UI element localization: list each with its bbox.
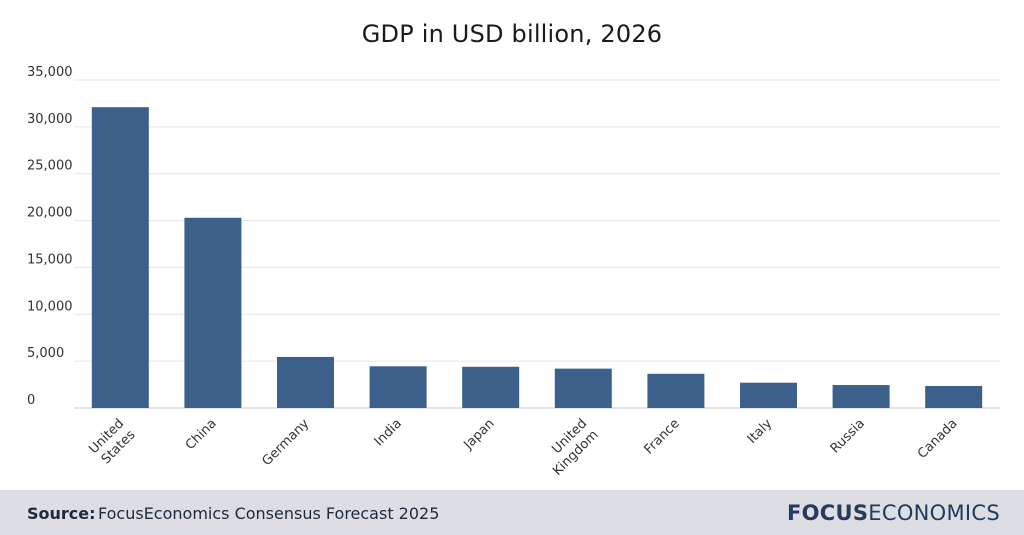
bar: [462, 366, 520, 408]
y-tick-label: 0: [27, 393, 35, 408]
bar: [925, 385, 983, 408]
x-tick-label: Japan: [461, 416, 498, 453]
bar: [740, 382, 797, 408]
x-tick-label-group: China: [183, 416, 220, 453]
brand-logo-bold: FOCUS: [786, 501, 869, 525]
x-tick-label: Italy: [745, 416, 776, 447]
x-tick-label: Canada: [915, 416, 961, 462]
y-tick-label: 20,000: [27, 206, 73, 221]
y-tick-label: 35,000: [27, 65, 73, 80]
x-tick-label: France: [642, 416, 683, 457]
x-tick-label-group: Italy: [745, 416, 776, 447]
bar: [277, 356, 334, 408]
x-tick-label-group: Germany: [259, 416, 312, 469]
x-tick-label-group: Canada: [915, 416, 961, 462]
x-tick-label: Germany: [259, 416, 312, 469]
footer-bar: Source: FocusEconomics Consensus Forecas…: [0, 490, 1024, 535]
x-tick-label: India: [372, 416, 405, 449]
brand-logo-light: ECONOMICS: [868, 501, 1000, 525]
y-tick-label: 30,000: [27, 112, 73, 127]
x-tick-label: Russia: [828, 416, 868, 456]
bar: [369, 366, 427, 408]
y-tick-label: 25,000: [27, 159, 73, 174]
y-tick-label: 10,000: [27, 299, 73, 314]
y-tick-label: 5,000: [27, 346, 64, 361]
x-tick-label-group: Japan: [461, 416, 498, 453]
bar: [91, 107, 149, 409]
chart-title: GDP in USD billion, 2026: [361, 20, 663, 48]
bar: [554, 368, 612, 408]
bar-chart: 0 5,000 10,000 15,000 20,000 25,000 30,000 35,0…: [27, 65, 1000, 479]
source-text: FocusEconomics Consensus Forecast 2025: [98, 504, 440, 523]
bar: [832, 385, 890, 408]
x-tick-label-group: France: [642, 416, 683, 457]
bar: [184, 217, 242, 408]
source-label: Source:: [27, 504, 96, 523]
brand-logo: FOCUSECONOMICS: [787, 501, 1000, 525]
bar: [647, 373, 705, 408]
y-tick-label: 15,000: [27, 252, 73, 267]
x-tick-label: China: [183, 416, 220, 453]
x-tick-label-group: India: [372, 416, 405, 449]
x-tick-label-group: Russia: [828, 416, 868, 456]
